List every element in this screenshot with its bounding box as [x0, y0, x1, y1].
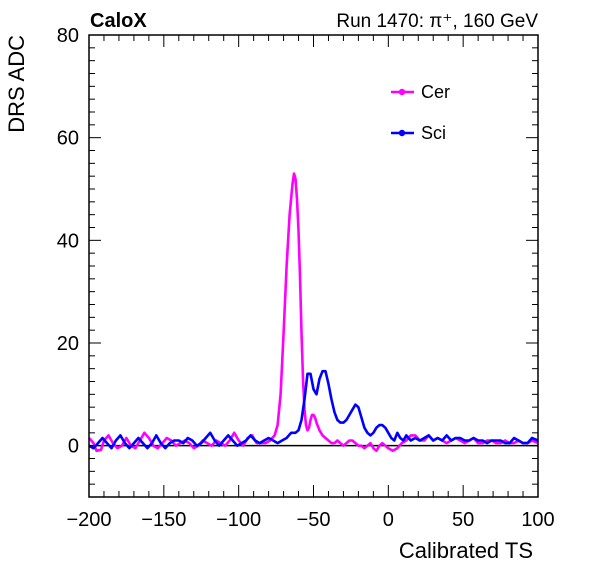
legend: Cer Sci: [391, 82, 450, 143]
y-tick-label: 60: [57, 128, 79, 150]
y-tick-label: 20: [57, 333, 79, 355]
x-axis-label: Calibrated TS: [399, 538, 533, 563]
y-tick-label: 80: [57, 25, 79, 47]
experiment-label: CaloX: [90, 10, 147, 32]
x-tick-label: 100: [521, 509, 554, 531]
legend-marker-sci: [398, 129, 406, 137]
x-tick-label: −100: [216, 509, 261, 531]
x-tick-label: −200: [66, 509, 111, 531]
plot-area: [88, 172, 539, 453]
run-info-label: Run 1470: π⁺, 160 GeV: [336, 11, 538, 32]
axes: −200 −150 −100 −50 0 50 100 0 20 40 60 80: [57, 25, 555, 531]
legend-label-sci: Sci: [421, 123, 446, 143]
legend-label-cer: Cer: [421, 82, 450, 102]
plot-frame: [88, 34, 539, 498]
series-line-sci: [88, 369, 539, 450]
x-tick-label: −150: [141, 509, 186, 531]
x-tick-label: 0: [383, 509, 394, 531]
x-tick-label: 50: [452, 509, 474, 531]
y-tick-label: 40: [57, 230, 79, 252]
legend-marker-cer: [398, 88, 406, 96]
series-line-cer: [88, 172, 539, 453]
y-tick-label: 0: [68, 436, 79, 458]
y-axis-label: DRS ADC: [4, 35, 29, 133]
x-tick-label: −50: [297, 509, 331, 531]
